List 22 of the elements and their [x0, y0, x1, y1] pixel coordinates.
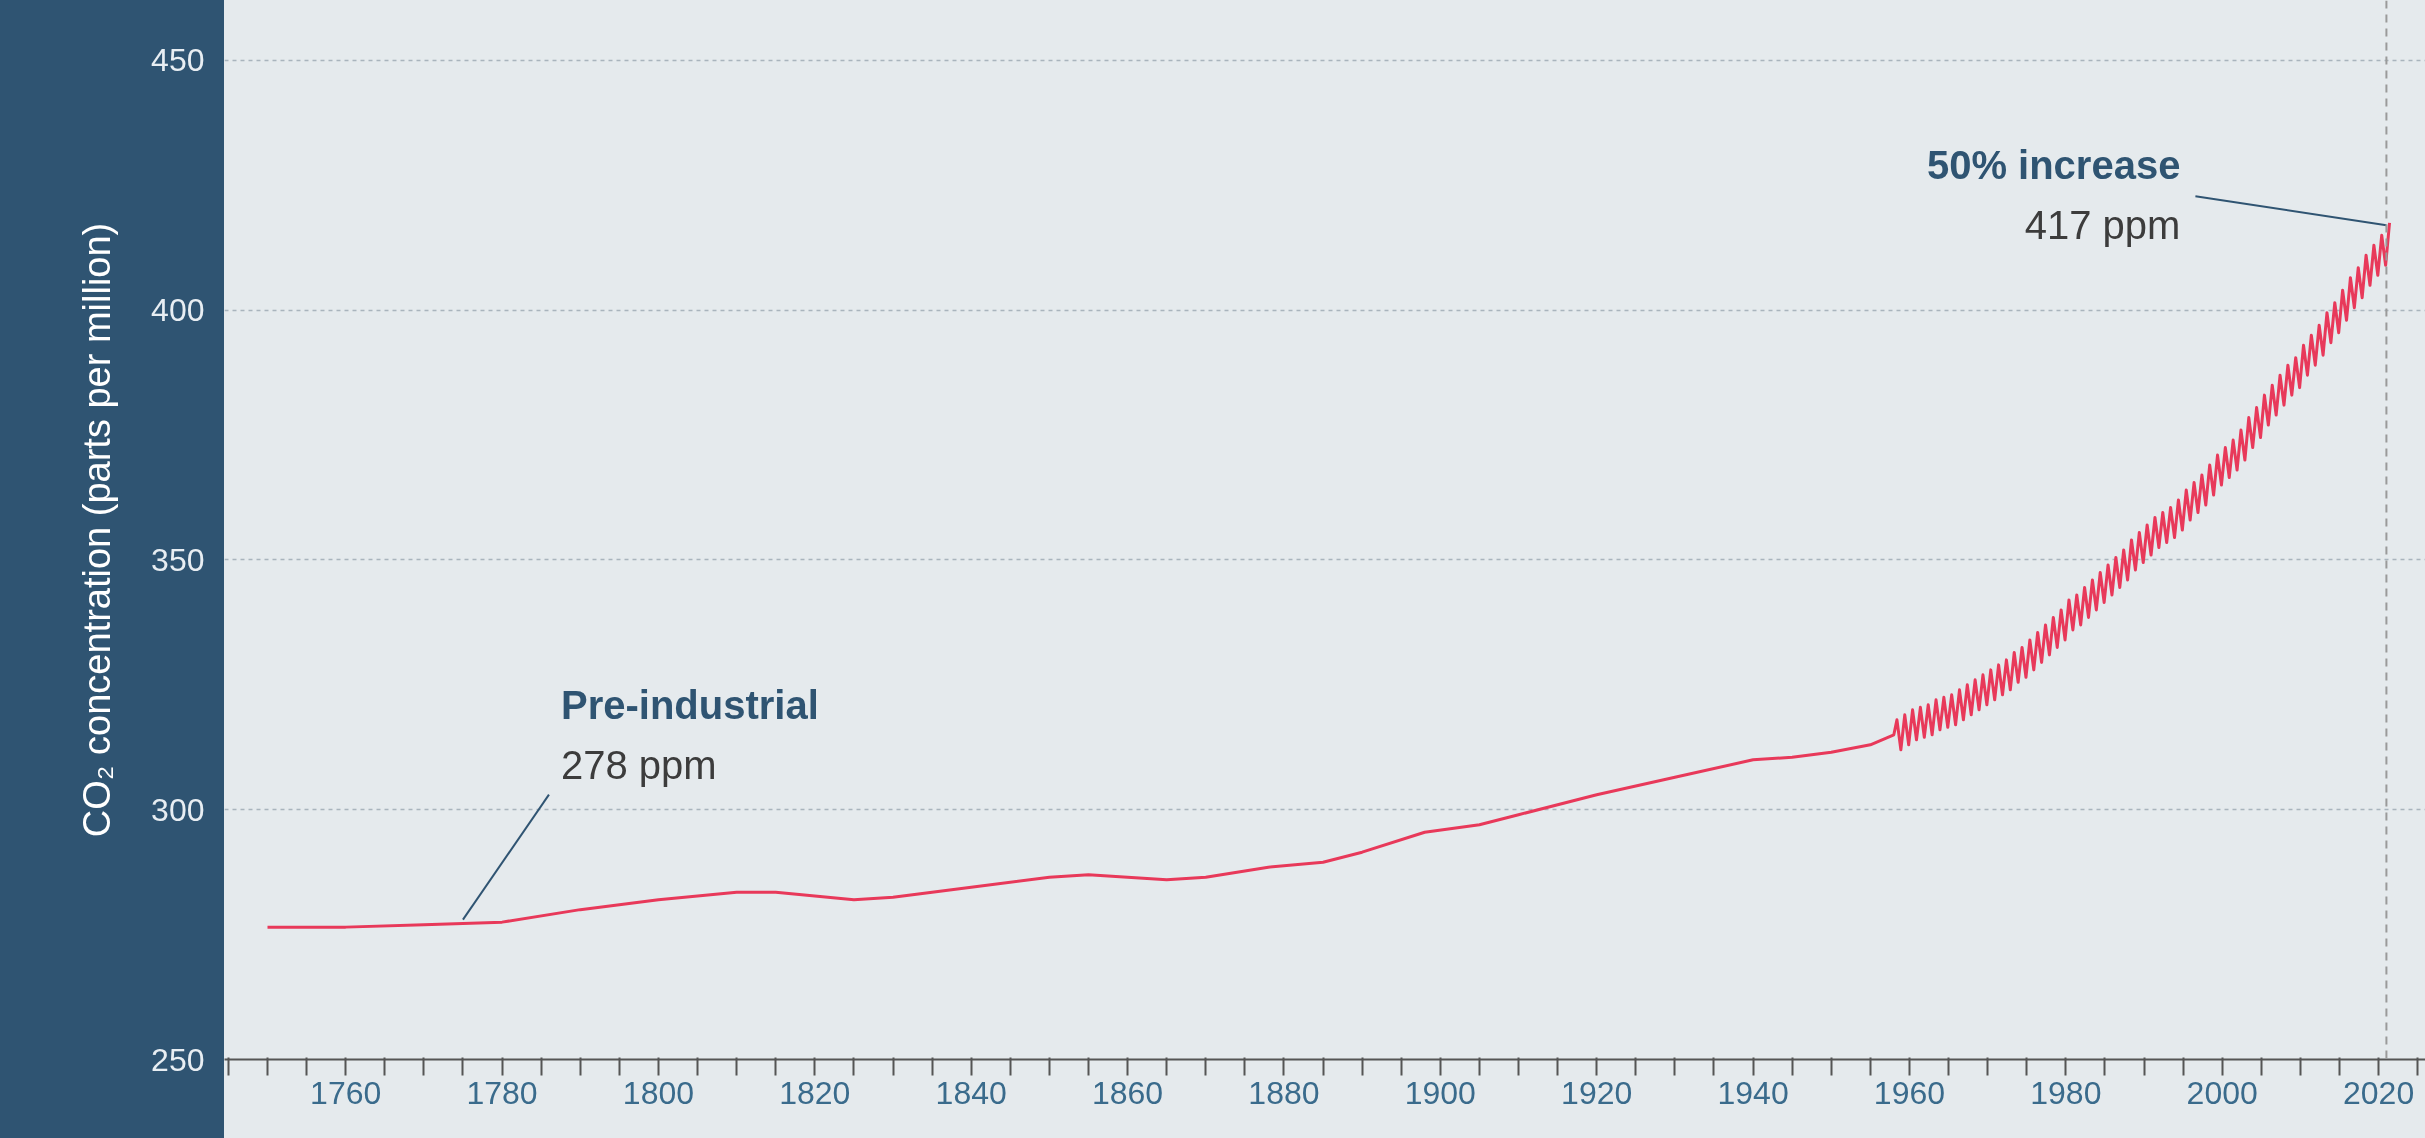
annotation: 50% increase 417 ppm — [1926, 143, 2181, 248]
y-tick-label: 250 — [151, 1041, 205, 1078]
x-tick-label: 1800 — [622, 1074, 695, 1111]
x-tick-label: 1880 — [1248, 1074, 1320, 1111]
y-tick-label: 400 — [151, 292, 205, 329]
x-tick-label: 1980 — [2030, 1074, 2102, 1111]
x-tick-label: 1760 — [310, 1074, 382, 1111]
x-tick-label: 1960 — [1873, 1074, 1946, 1111]
y-tick-label: 350 — [151, 541, 205, 578]
y-tick-label: 300 — [151, 791, 205, 828]
x-tick-label: 1920 — [1561, 1074, 1633, 1111]
x-tick-label: 1860 — [1091, 1074, 1164, 1111]
annotation: Pre-industrial 278 ppm — [560, 682, 819, 787]
x-tick-label: 1780 — [466, 1074, 538, 1111]
y-axis-title: CO₂ concentration (parts per million) — [76, 222, 119, 838]
x-tick-label: 1820 — [779, 1074, 851, 1111]
x-tick-label: 2000 — [2186, 1074, 2258, 1111]
x-tick-label: 2020 — [2342, 1074, 2415, 1111]
x-tick-label: 1840 — [935, 1074, 1007, 1111]
x-tick-label: 1900 — [1404, 1074, 1476, 1111]
x-tick-label: 1940 — [1717, 1074, 1789, 1111]
y-tick-label: 450 — [151, 42, 205, 79]
